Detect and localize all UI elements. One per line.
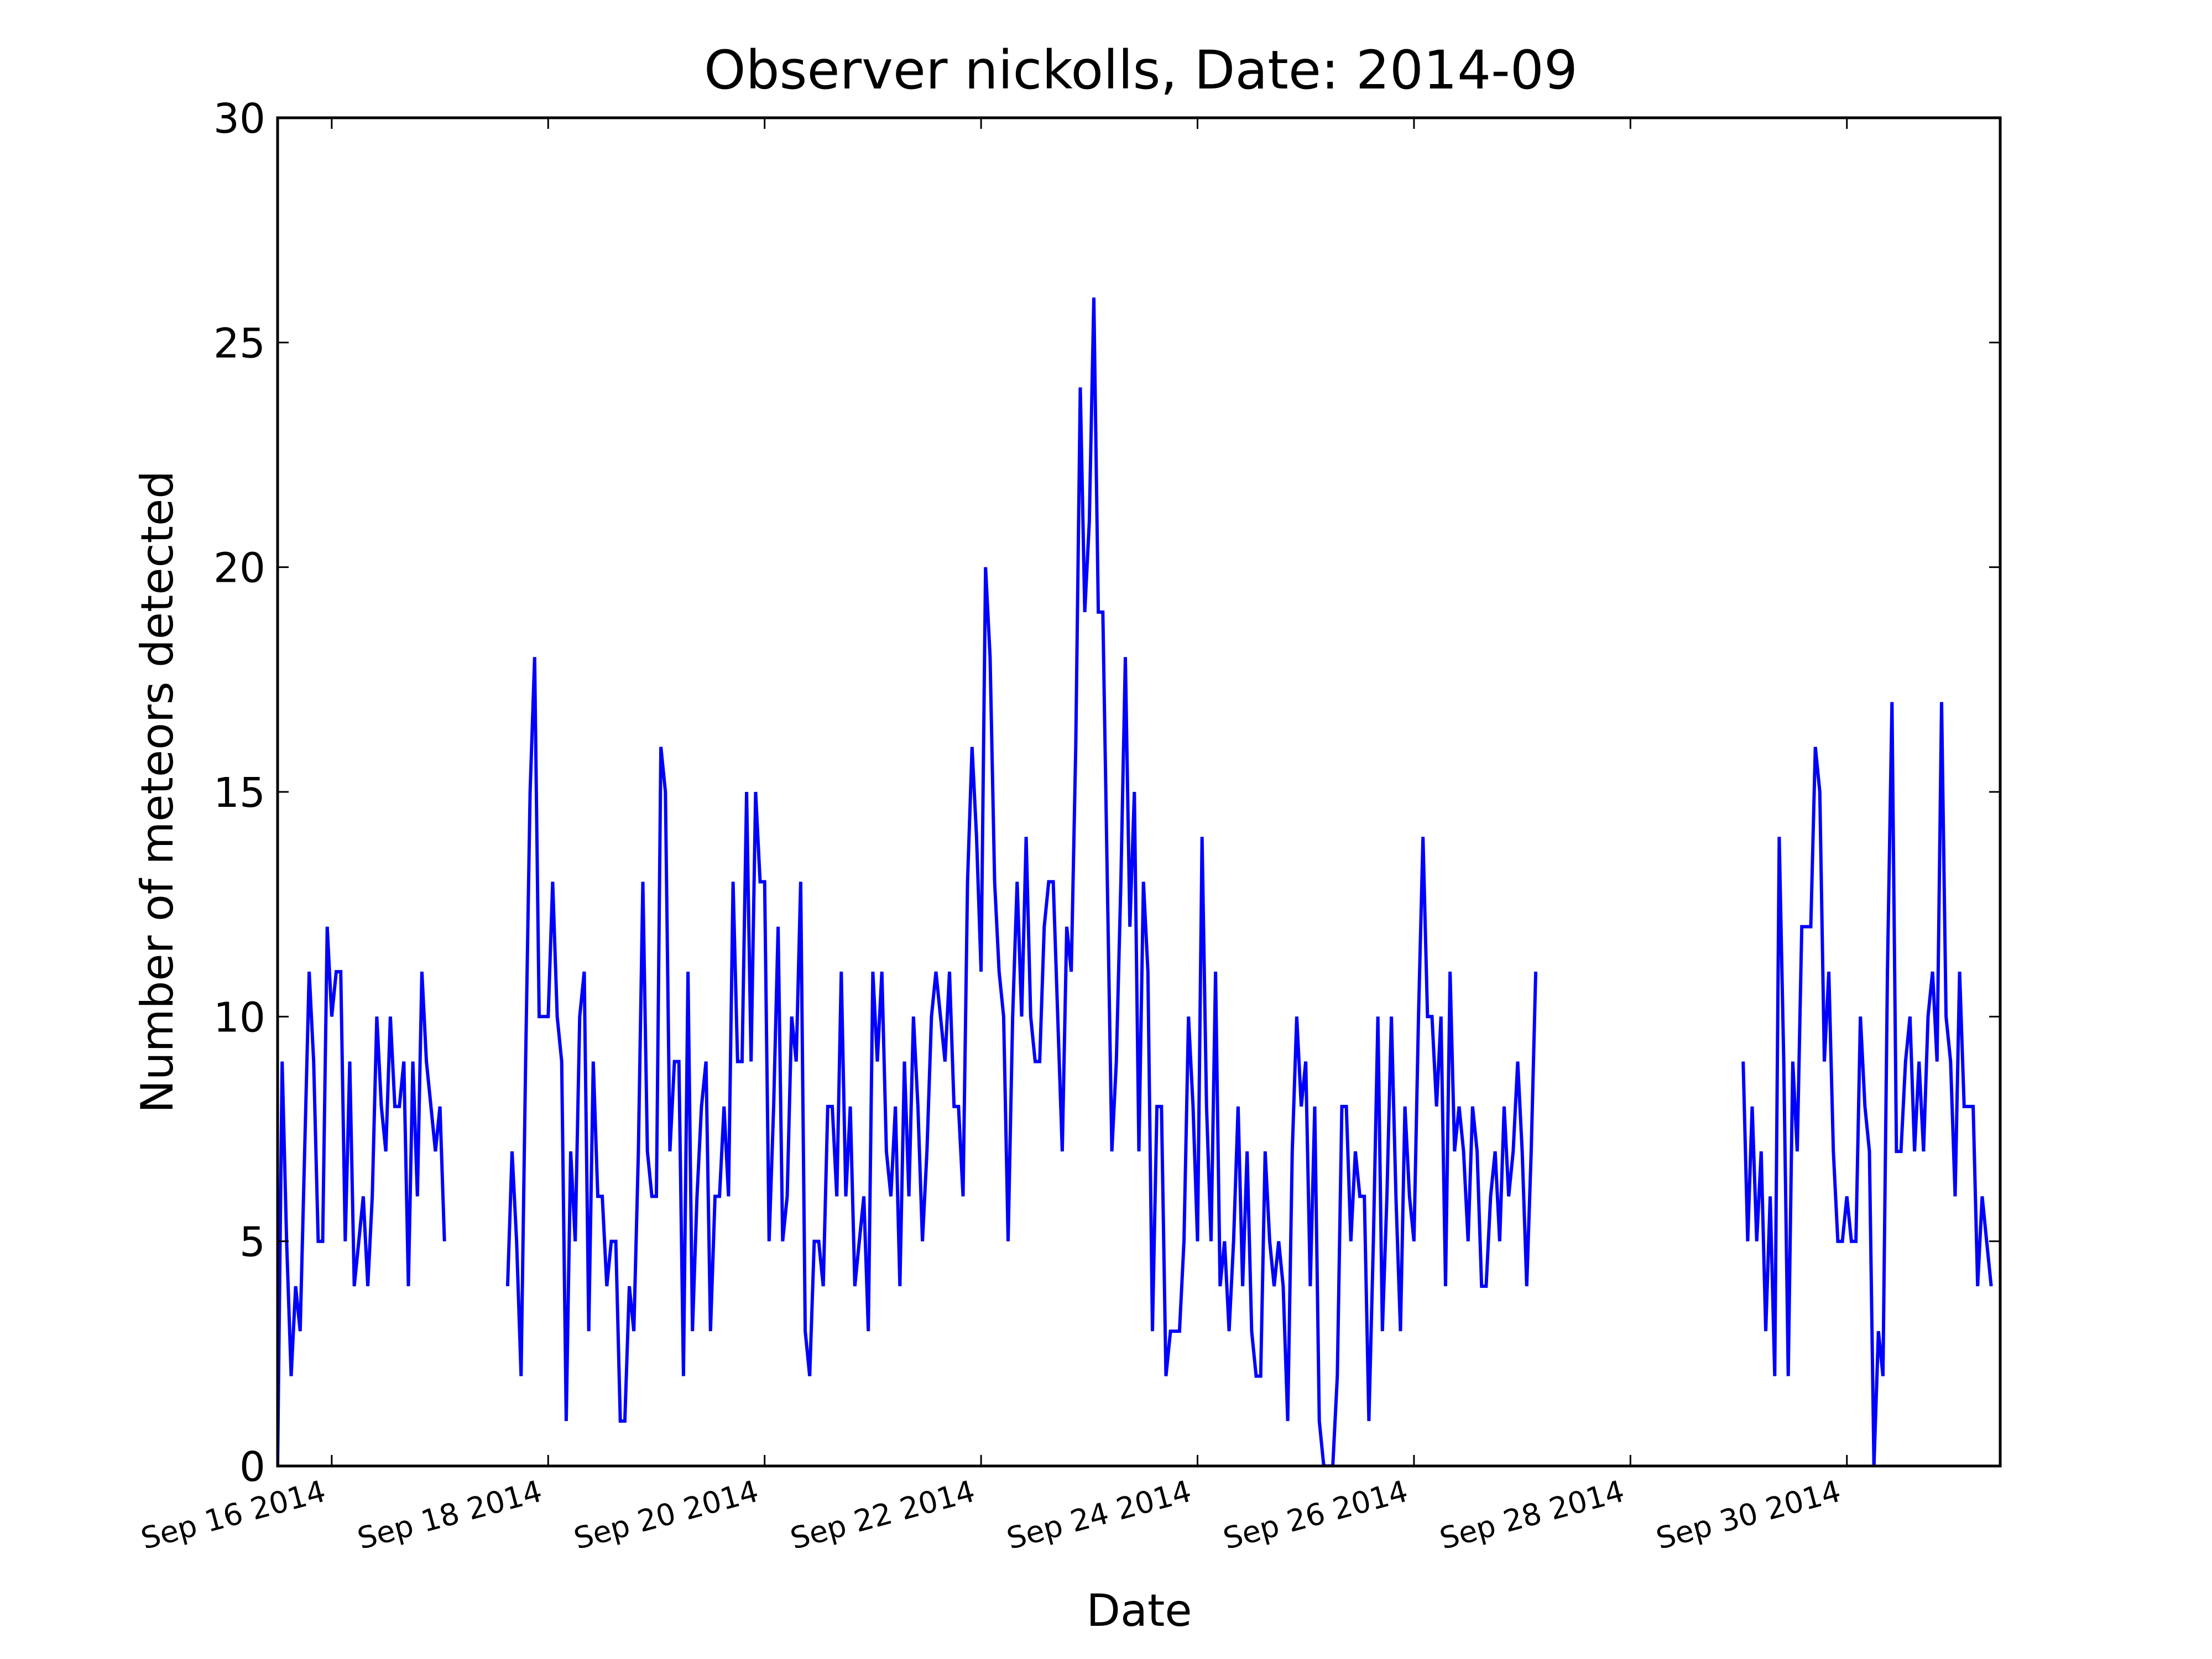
y-tick-label: 10 — [213, 994, 265, 1041]
y-tick-label: 20 — [213, 545, 265, 592]
y-axis-label: Number of meteors detected — [132, 471, 183, 1113]
series-line-segment-1 — [278, 926, 446, 1466]
y-tick-label: 15 — [213, 769, 265, 817]
series-layer — [278, 298, 1993, 1466]
y-tick-label: 5 — [239, 1219, 265, 1266]
series-line-segment-2 — [505, 298, 1538, 1466]
y-tick-label: 30 — [213, 95, 265, 143]
x-axis-label: Date — [1086, 1585, 1192, 1636]
plot-frame — [276, 116, 2002, 1468]
y-axis-ticks: 0 5 10 15 20 25 30 — [213, 95, 2000, 1491]
chart-title: Observer nickolls, Date: 2014-09 — [704, 39, 1578, 101]
y-tick-label: 0 — [239, 1443, 265, 1491]
y-tick-label: 25 — [213, 320, 265, 367]
series-line-segment-3 — [1741, 702, 1993, 1466]
